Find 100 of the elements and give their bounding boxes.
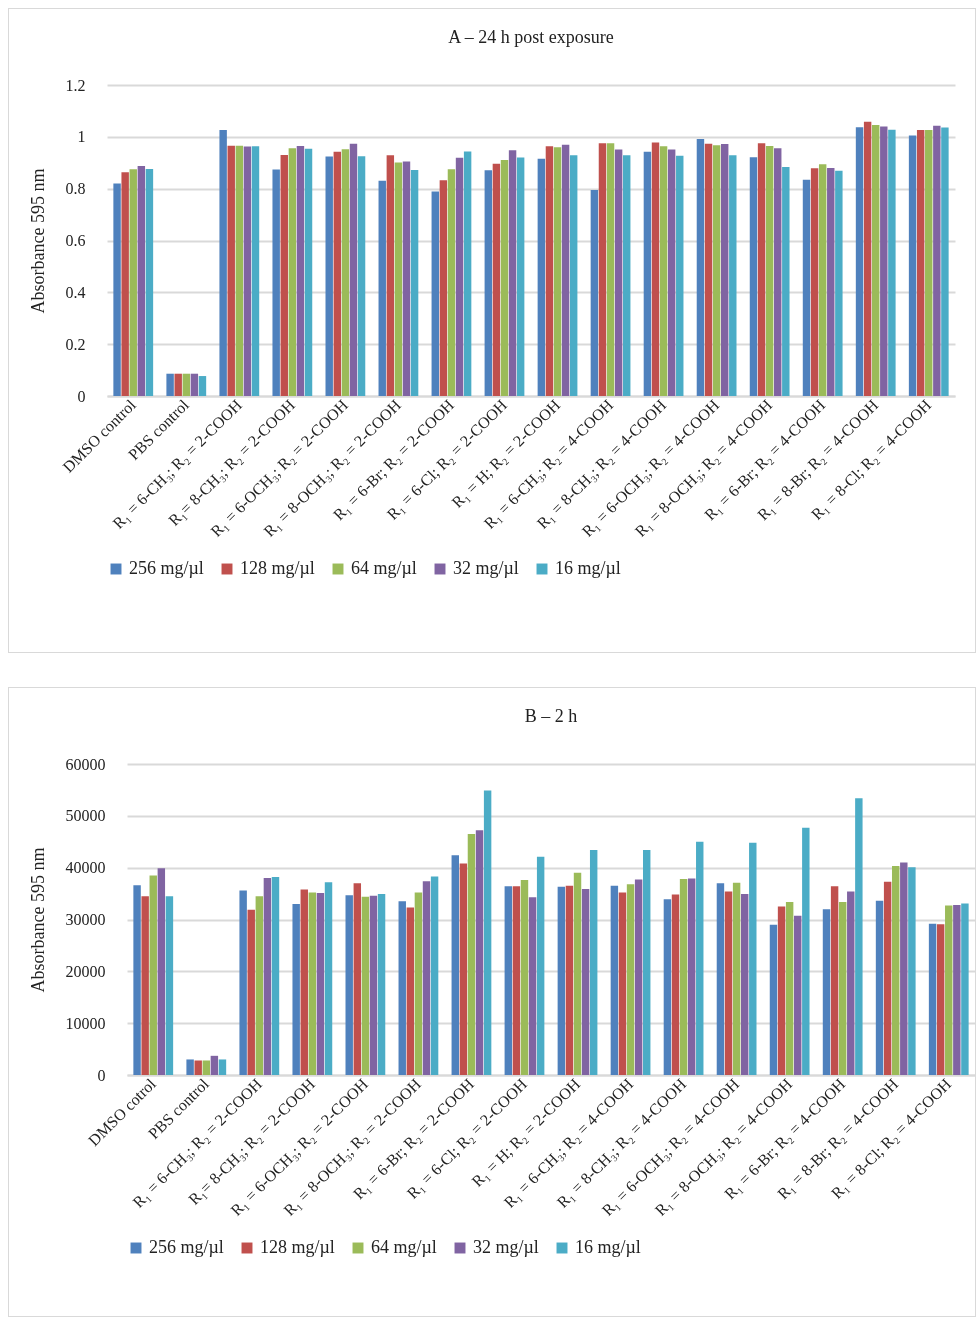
bar [447, 169, 456, 396]
bar [928, 923, 937, 1075]
y-tick-label: 0.4 [65, 283, 86, 301]
bar [292, 903, 300, 1075]
bar [659, 146, 668, 396]
bar [545, 146, 554, 396]
bar [855, 798, 863, 1075]
bar [888, 129, 896, 396]
bar [785, 901, 794, 1075]
bar [398, 901, 406, 1075]
bar [643, 850, 651, 1075]
bar [908, 867, 916, 1075]
bar [818, 164, 827, 396]
bar [394, 162, 403, 396]
bar [210, 1055, 219, 1075]
bar [349, 143, 358, 396]
y-axis-title: Absorbance 595 nm [27, 847, 48, 993]
bar [414, 892, 423, 1075]
legend-label: 128 mg/µl [240, 558, 315, 578]
bar [945, 905, 953, 1075]
bar [369, 895, 378, 1075]
bar [590, 189, 599, 396]
bar [769, 924, 778, 1075]
bar [324, 882, 333, 1075]
bar [863, 121, 872, 396]
bar [716, 883, 725, 1075]
bar [822, 909, 831, 1075]
bar [679, 879, 688, 1075]
bar [663, 899, 672, 1075]
bar [676, 155, 684, 396]
bar [565, 885, 574, 1075]
bar [961, 903, 969, 1075]
bar [113, 183, 121, 396]
bar [463, 151, 472, 396]
y-tick-label: 0.2 [65, 335, 86, 353]
bar [402, 161, 411, 396]
bar [439, 180, 448, 396]
legend-label: 256 mg/µl [129, 558, 204, 578]
y-tick-label: 20000 [65, 962, 106, 980]
bar [623, 155, 631, 396]
bar [174, 373, 182, 396]
bar [528, 897, 537, 1075]
bar [880, 126, 888, 396]
bar [145, 168, 154, 396]
bar [198, 376, 207, 396]
y-tick-label: 60000 [65, 755, 106, 773]
bar [353, 883, 362, 1075]
bar [610, 885, 619, 1075]
bar [341, 149, 350, 396]
bar [451, 855, 459, 1075]
bar [333, 151, 342, 396]
bar [296, 145, 305, 396]
chart-title: B – 2 h [524, 706, 578, 726]
bar [516, 157, 525, 396]
bar [484, 170, 493, 396]
bar [553, 147, 562, 396]
bar [740, 894, 749, 1075]
bar [235, 145, 244, 396]
y-tick-label: 0.8 [65, 180, 86, 198]
bar [271, 877, 280, 1075]
bar [606, 143, 615, 396]
bar [304, 148, 313, 396]
bar [508, 150, 517, 396]
bar [520, 880, 529, 1075]
bar [431, 191, 439, 396]
bar [838, 901, 847, 1075]
bar [835, 170, 843, 396]
bar [830, 886, 839, 1075]
bar [720, 144, 729, 396]
bar [724, 891, 733, 1075]
bar [202, 1060, 210, 1075]
bar [166, 373, 174, 396]
y-tick-label: 0 [97, 1066, 106, 1084]
bar [300, 889, 308, 1075]
legend-label: 32 mg/µl [473, 1237, 539, 1257]
bar [573, 872, 582, 1075]
bar [704, 143, 713, 396]
bar [908, 135, 917, 396]
bar [219, 130, 227, 396]
bar [883, 881, 892, 1075]
bar [569, 155, 578, 396]
bar [875, 900, 884, 1075]
bar [855, 127, 864, 396]
bar [827, 167, 835, 396]
bar [651, 142, 660, 396]
bar [537, 158, 546, 396]
bar [247, 909, 255, 1075]
bar [467, 833, 476, 1075]
y-tick-label: 0 [77, 387, 86, 405]
bar [749, 842, 757, 1075]
bar [581, 888, 590, 1075]
bar [598, 143, 607, 396]
bar [696, 138, 705, 396]
y-tick-label: 10000 [65, 1014, 106, 1032]
bar [492, 163, 501, 396]
y-tick-label: 0.6 [65, 232, 86, 249]
bar [696, 841, 704, 1075]
bar [190, 373, 199, 396]
bar [712, 145, 721, 396]
bar [500, 159, 509, 396]
